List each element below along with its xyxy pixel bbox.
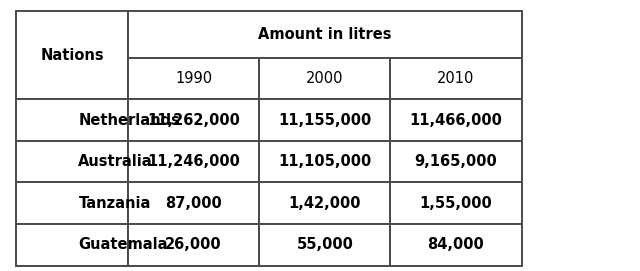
Bar: [390, 182, 522, 224]
Text: 1990: 1990: [175, 71, 212, 86]
Bar: [128, 141, 259, 182]
Text: Amount in litres: Amount in litres: [258, 27, 392, 42]
Bar: [16, 182, 128, 224]
Text: 87,000: 87,000: [165, 196, 222, 211]
Bar: [390, 141, 522, 182]
Bar: [259, 141, 390, 182]
Text: 2010: 2010: [437, 71, 475, 86]
Bar: [128, 99, 259, 141]
Bar: [16, 141, 128, 182]
Bar: [16, 99, 128, 141]
Bar: [128, 182, 259, 224]
Bar: [259, 99, 390, 141]
Text: 9,165,000: 9,165,000: [415, 154, 497, 169]
Bar: [16, 224, 128, 266]
Text: Australia: Australia: [78, 154, 153, 169]
Text: 11,246,000: 11,246,000: [147, 154, 240, 169]
Bar: [259, 58, 390, 99]
Text: 1,42,000: 1,42,000: [289, 196, 361, 211]
Bar: [128, 11, 522, 58]
Text: 26,000: 26,000: [165, 237, 222, 252]
Text: 11,466,000: 11,466,000: [410, 113, 502, 128]
Bar: [390, 99, 522, 141]
Bar: [390, 58, 522, 99]
Text: Guatemala: Guatemala: [78, 237, 168, 252]
Text: 55,000: 55,000: [296, 237, 353, 252]
Text: 1,55,000: 1,55,000: [420, 196, 492, 211]
Bar: [259, 224, 390, 266]
Text: Nations: Nations: [40, 48, 104, 63]
Text: 11,155,000: 11,155,000: [278, 113, 371, 128]
Text: 84,000: 84,000: [428, 237, 484, 252]
Text: Tanzania: Tanzania: [78, 196, 151, 211]
Text: 2000: 2000: [306, 71, 344, 86]
Text: 11,262,000: 11,262,000: [147, 113, 240, 128]
Bar: [128, 58, 259, 99]
Bar: [390, 224, 522, 266]
Bar: [128, 224, 259, 266]
Bar: [259, 182, 390, 224]
Text: Netherlands: Netherlands: [78, 113, 180, 128]
Text: 11,105,000: 11,105,000: [278, 154, 371, 169]
Bar: [16, 11, 128, 99]
